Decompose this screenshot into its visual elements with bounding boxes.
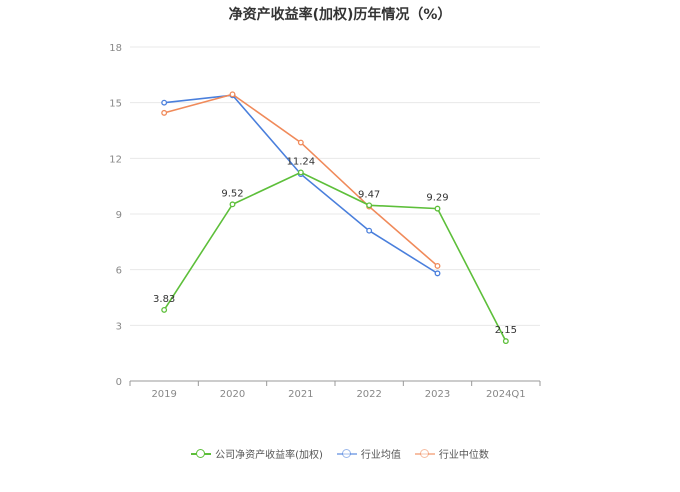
data-point — [366, 202, 373, 209]
data-point — [366, 227, 373, 234]
y-tick-label: 12 — [109, 154, 122, 165]
data-point — [297, 169, 304, 176]
legend-label: 行业中位数 — [438, 450, 489, 461]
y-tick-label: 0 — [116, 377, 122, 388]
legend: 公司净资产收益率(加权) 行业均值 行业中位数 — [0, 446, 680, 461]
data-point — [434, 263, 441, 269]
legend-swatch — [414, 448, 435, 459]
y-tick-label: 18 — [109, 43, 122, 54]
data-point — [434, 205, 441, 212]
legend-swatch — [191, 448, 212, 459]
data-point — [161, 306, 168, 313]
series-line — [163, 93, 439, 267]
data-label: 9.52 — [221, 188, 243, 199]
series-line — [163, 171, 507, 342]
legend-swatch — [336, 448, 357, 459]
data-label: 9.47 — [358, 189, 380, 200]
legend-item[interactable]: 行业均值 — [336, 446, 401, 461]
legend-label: 公司净资产收益率(加权) — [215, 450, 323, 461]
data-label: 11.24 — [287, 156, 316, 167]
x-tick-label: 2019 — [151, 389, 176, 400]
y-tick-label: 6 — [116, 266, 122, 277]
chart-title: 净资产收益率(加权)历年情况（%） — [228, 7, 452, 23]
data-label: 3.83 — [153, 294, 175, 305]
data-point — [229, 91, 236, 98]
data-point — [161, 109, 168, 116]
legend-label: 行业均值 — [360, 450, 401, 461]
data-point — [502, 338, 509, 345]
x-tick-label: 2024Q1 — [486, 389, 526, 400]
data-label: 2.15 — [495, 325, 517, 336]
x-tick-label: 2023 — [425, 389, 450, 400]
y-tick-label: 15 — [109, 99, 122, 110]
x-tick-label: 2022 — [356, 389, 381, 400]
y-tick-label: 9 — [116, 210, 122, 221]
data-point — [297, 139, 304, 146]
legend-item[interactable]: 公司净资产收益率(加权) — [191, 446, 323, 461]
data-label: 9.29 — [426, 193, 448, 204]
x-tick-label: 2021 — [288, 389, 313, 400]
y-tick-label: 3 — [116, 321, 122, 332]
legend-item[interactable]: 行业中位数 — [414, 446, 489, 461]
data-point — [434, 270, 441, 277]
data-point — [161, 99, 168, 106]
data-point — [229, 201, 236, 208]
x-tick-label: 2020 — [220, 389, 245, 400]
